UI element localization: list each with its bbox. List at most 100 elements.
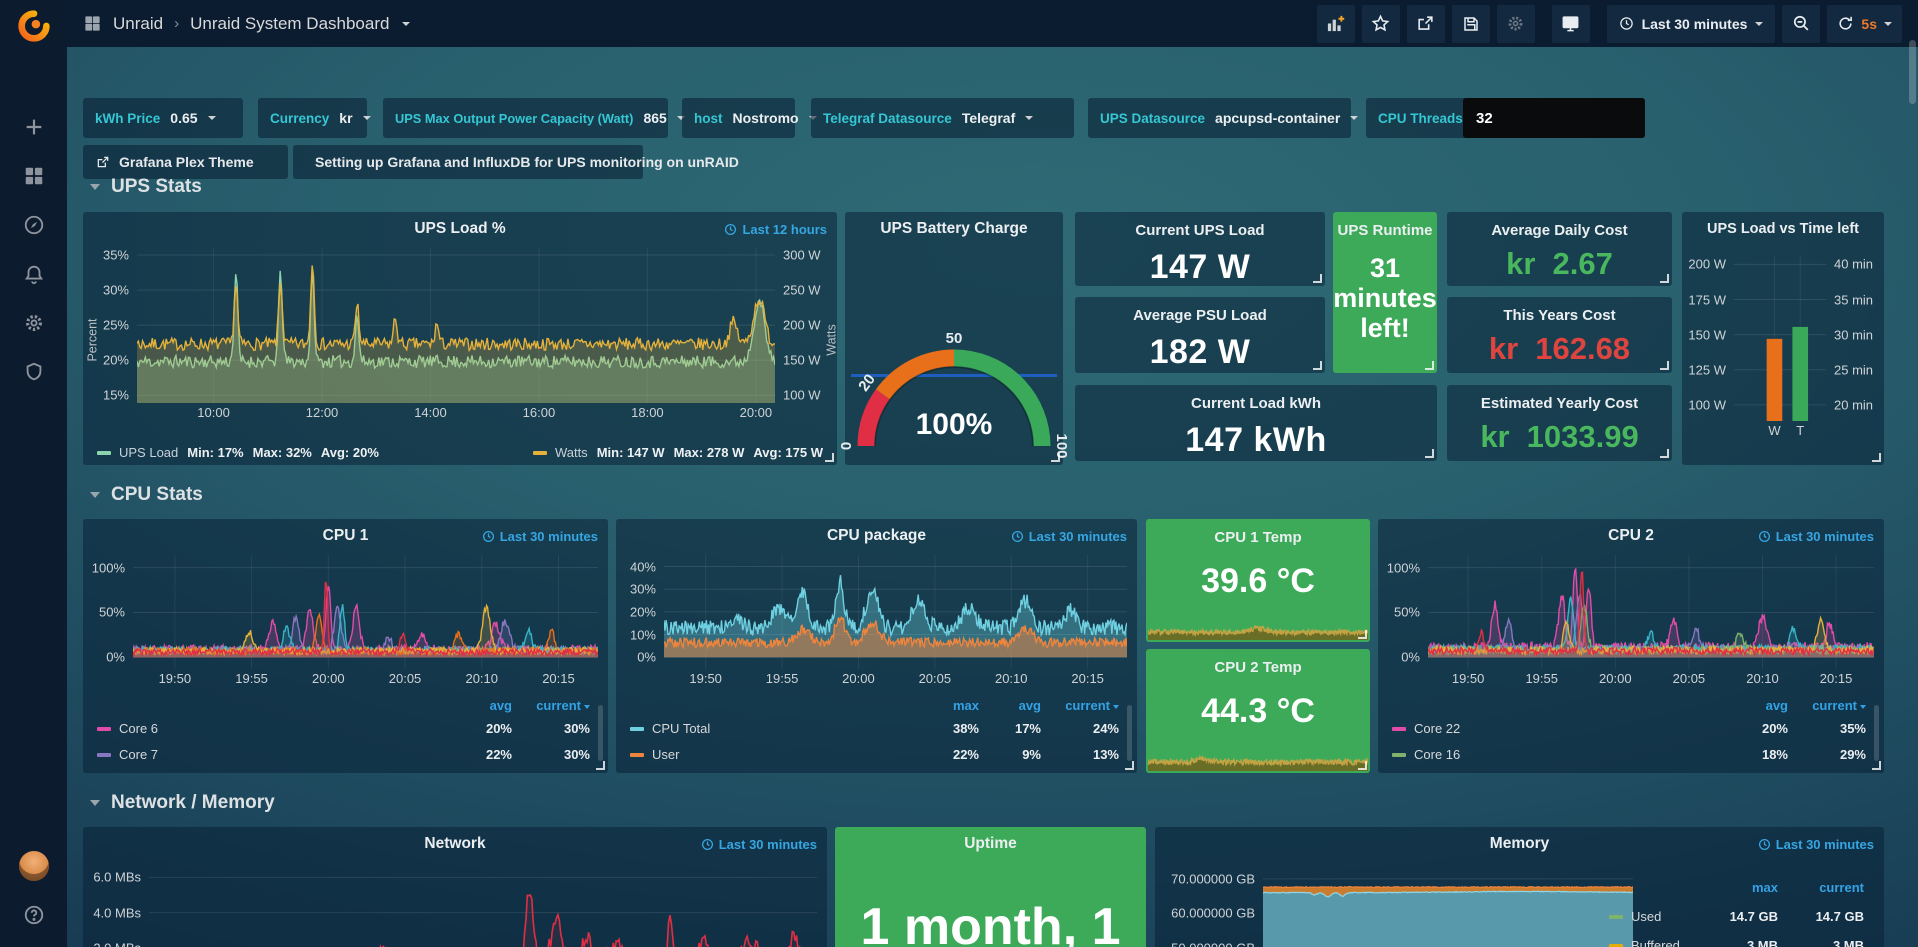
resize-handle[interactable] <box>1125 761 1134 770</box>
panel-title[interactable]: Uptime <box>964 835 1017 852</box>
create-icon[interactable] <box>0 102 67 151</box>
panel-time-range[interactable]: Last 12 hours <box>724 212 827 246</box>
apps-grid-icon[interactable] <box>83 14 102 33</box>
add-panel-button[interactable] <box>1316 4 1355 43</box>
stat-title[interactable]: Average PSU Load <box>1133 307 1267 324</box>
resize-handle[interactable] <box>596 761 605 770</box>
resize-handle[interactable] <box>1313 361 1322 370</box>
resize-handle[interactable] <box>1425 361 1434 370</box>
resize-handle[interactable] <box>825 453 834 462</box>
legend-row[interactable]: Core 6 20% 30% <box>97 715 590 741</box>
cpu-threads-input[interactable] <box>1463 98 1645 138</box>
legend-item[interactable]: UPS Load Min: 17% Max: 32% Avg: 20% <box>97 445 379 460</box>
resize-handle[interactable] <box>1358 761 1367 770</box>
breadcrumb-dashboard[interactable]: Unraid System Dashboard <box>190 13 390 33</box>
legend-row[interactable]: Core 7 22% 30% <box>97 741 590 767</box>
column-header[interactable]: current <box>1819 880 1864 895</box>
column-header-current[interactable]: current <box>1788 698 1866 713</box>
avatar[interactable] <box>0 841 67 890</box>
battery-gauge[interactable]: 0 20 50 100 100% <box>838 212 1070 465</box>
cpu-package-chart[interactable]: 40% 30% 20% 10% 0% 19:50 19:55 20:00 20:05 20:10 2… <box>622 555 1127 686</box>
chart-canvas[interactable] <box>1428 555 1874 669</box>
section-ups-stats[interactable]: UPS Stats <box>90 176 202 198</box>
link-grafana-plex-theme[interactable]: Grafana Plex Theme <box>83 145 288 179</box>
save-button[interactable] <box>1451 4 1490 43</box>
chart-canvas[interactable] <box>664 555 1127 669</box>
variable-telegraf-datasource[interactable]: Telegraf Datasource Telegraf <box>811 98 1074 138</box>
resize-handle[interactable] <box>1051 453 1060 462</box>
resize-handle[interactable] <box>1872 453 1881 462</box>
cycle-view-button[interactable] <box>1551 4 1590 43</box>
variable-currency[interactable]: Currency kr <box>258 98 371 138</box>
server-admin-icon[interactable] <box>0 347 67 396</box>
panel-time-range[interactable]: Last 30 minutes <box>1758 519 1874 553</box>
panel-title[interactable]: CPU package <box>826 527 927 544</box>
resize-handle[interactable] <box>1660 274 1669 283</box>
panel-title[interactable]: Network <box>424 835 486 852</box>
cpu2-chart[interactable]: 100% 50% 0% 19:50 19:55 20:00 20:05 20:10 20:15 <box>1384 555 1874 686</box>
help-icon[interactable] <box>0 890 67 939</box>
column-header[interactable]: avg <box>1765 697 1788 713</box>
legend-row[interactable]: User 22% 9% 13% <box>630 741 1119 767</box>
link-ups-monitoring-guide[interactable]: Setting up Grafana and InfluxDB for UPS … <box>293 145 739 179</box>
zoom-out-button[interactable] <box>1782 4 1821 43</box>
chart-canvas[interactable] <box>137 248 775 403</box>
column-header[interactable]: avg <box>489 697 512 713</box>
stat-title[interactable]: This Years Cost <box>1503 307 1616 324</box>
panel-title[interactable]: UPS Battery Charge <box>880 220 1028 237</box>
resize-handle[interactable] <box>1425 449 1434 458</box>
share-button[interactable] <box>1406 4 1445 43</box>
column-header[interactable]: max <box>1751 880 1778 895</box>
legend-row[interactable]: Used 14.7 GB 14.7 GB <box>1609 902 1864 931</box>
network-chart[interactable]: 6.0 MBs 4.0 MBs 2.0 MBs <box>91 865 817 947</box>
stat-title[interactable]: Current Load kWh <box>1191 395 1321 412</box>
legend-scrollbar[interactable] <box>598 705 603 761</box>
chart-canvas[interactable] <box>149 865 817 947</box>
stat-title[interactable]: CPU 2 Temp <box>1214 659 1302 676</box>
grafana-logo-icon[interactable] <box>0 0 67 52</box>
resize-handle[interactable] <box>1313 274 1322 283</box>
legend-scrollbar[interactable] <box>1874 705 1879 761</box>
panel-time-range[interactable]: Last 30 minutes <box>482 519 598 553</box>
ups-load-chart[interactable]: 35% 30% 25% 20% 15% 300 W 250 W 200 W 150 W 100 W… <box>91 248 829 421</box>
page-scrollbar[interactable] <box>1909 40 1916 104</box>
section-cpu-stats[interactable]: CPU Stats <box>90 484 203 506</box>
resize-handle[interactable] <box>1872 761 1881 770</box>
panel-time-range[interactable]: Last 30 minutes <box>701 827 817 861</box>
panel-title[interactable]: CPU 1 <box>322 527 369 544</box>
chevron-down-icon[interactable] <box>402 21 411 26</box>
panel-title[interactable]: Memory <box>1489 835 1550 852</box>
resize-handle[interactable] <box>1660 361 1669 370</box>
resize-handle[interactable] <box>1660 449 1669 458</box>
legend-row[interactable]: Buffered 3 MB 3 MB <box>1609 931 1864 947</box>
legend-row[interactable]: Core 22 20% 35% <box>1392 715 1866 741</box>
legend-item[interactable]: Watts Min: 147 W Max: 278 W Avg: 175 W <box>532 445 823 460</box>
alerting-icon[interactable] <box>0 249 67 298</box>
breadcrumb-app[interactable]: Unraid <box>113 13 164 33</box>
variable-ups-datasource[interactable]: UPS Datasource apcupsd-container <box>1088 98 1359 138</box>
stat-title[interactable]: CPU 1 Temp <box>1214 529 1302 546</box>
panel-title[interactable]: UPS Load % <box>414 220 506 237</box>
column-header[interactable]: avg <box>1018 697 1041 713</box>
cpu1-chart[interactable]: 100% 50% 0% 19:50 19:55 20:00 20:05 20:10 20:15 <box>89 555 598 686</box>
column-header[interactable]: max <box>952 697 979 713</box>
legend-scrollbar[interactable] <box>1127 705 1132 761</box>
ups-load-vs-time-chart[interactable]: 200 W 175 W 150 W 125 W 100 W 40 min 35 min 30 … <box>1686 256 1880 438</box>
section-network-memory[interactable]: Network / Memory <box>90 792 275 814</box>
chart-canvas[interactable] <box>1734 256 1826 421</box>
column-header-current[interactable]: current <box>1041 698 1119 713</box>
variable-kwh-price[interactable]: kWh Price 0.65 <box>83 98 243 138</box>
chart-canvas[interactable] <box>1148 614 1368 640</box>
legend-row[interactable]: CPU Total 38% 17% 24% <box>630 715 1119 741</box>
chart-canvas[interactable] <box>133 555 598 669</box>
memory-chart[interactable]: 70.000000 GB 60.000000 GB 50.000000 GB <box>1163 865 1633 947</box>
variable-ups-max-power[interactable]: UPS Max Output Power Capacity (Watt) 865 <box>383 98 685 138</box>
panel-title[interactable]: UPS Load vs Time left <box>1706 221 1860 237</box>
refresh-button[interactable]: 5s <box>1827 4 1902 43</box>
dashboards-icon[interactable] <box>0 151 67 200</box>
stat-title[interactable]: UPS Runtime <box>1337 222 1433 239</box>
dashboard-settings-button[interactable] <box>1496 4 1535 43</box>
configuration-icon[interactable] <box>0 298 67 347</box>
panel-title[interactable]: CPU 2 <box>1608 527 1654 544</box>
explore-icon[interactable] <box>0 200 67 249</box>
